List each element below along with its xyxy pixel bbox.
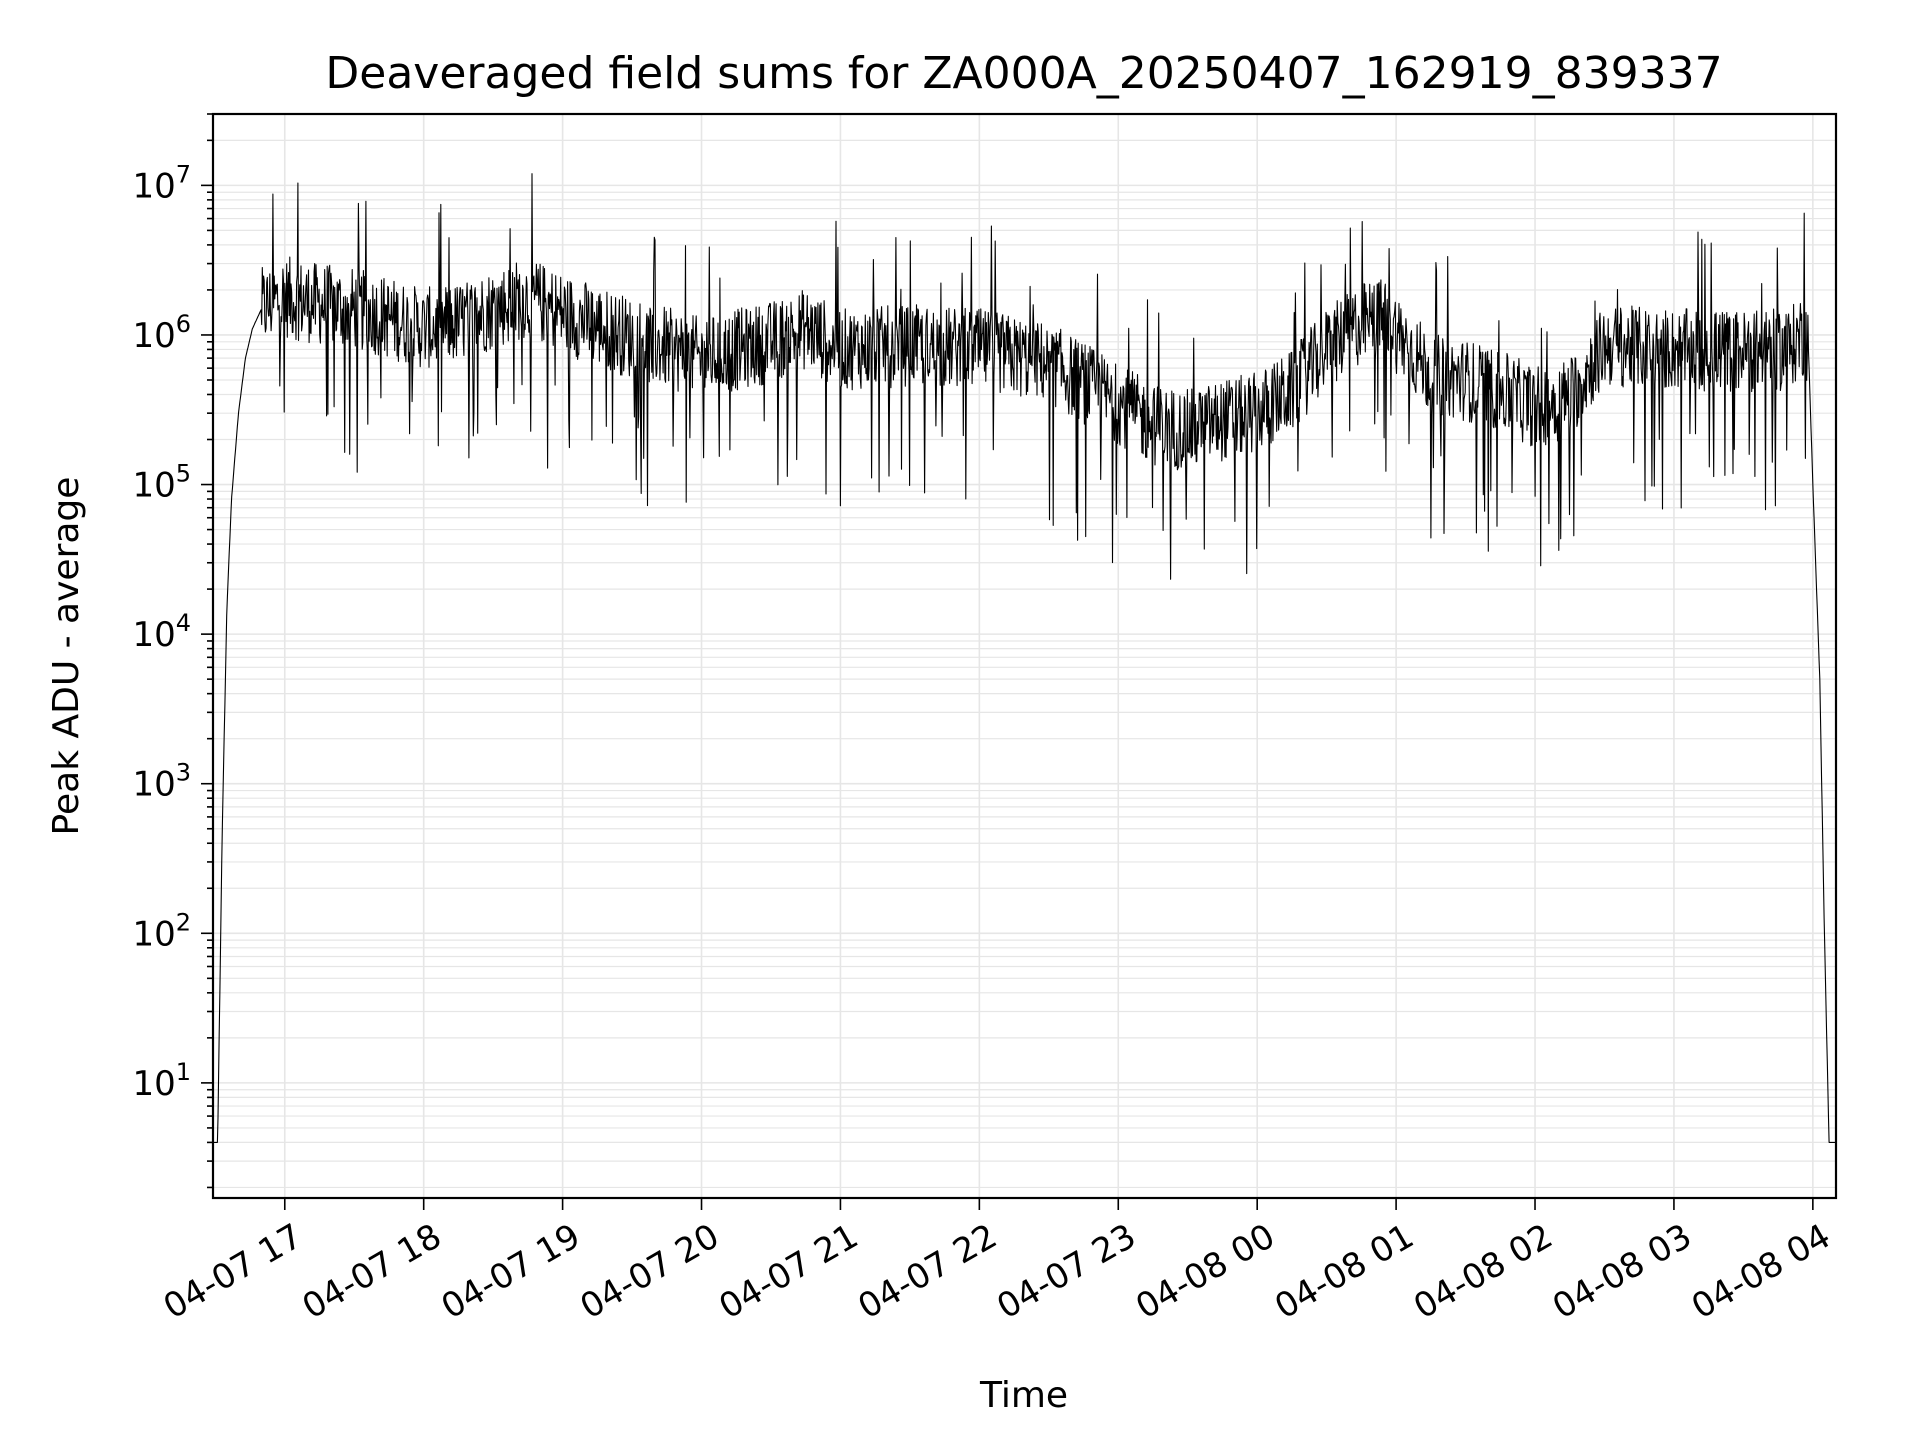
series-line: [213, 173, 1836, 1143]
y-tick-label: 105: [132, 460, 191, 506]
y-tick-label: 103: [132, 759, 191, 805]
plot-frame: [211, 112, 1838, 1200]
grid-lines: [213, 113, 1836, 1198]
chart-title: Deaveraged field sums for ZA000A_2025040…: [325, 48, 1722, 99]
y-tick-label: 102: [132, 908, 191, 954]
y-tick-label: 106: [132, 310, 191, 356]
x-axis-title: Time: [979, 1375, 1068, 1416]
axis-ticks: [201, 113, 1814, 1210]
y-tick-label: 104: [132, 609, 191, 655]
y-tick-label: 107: [132, 160, 191, 206]
y-tick-label: 101: [132, 1058, 191, 1104]
y-axis-title: Peak ADU - average: [46, 477, 87, 836]
